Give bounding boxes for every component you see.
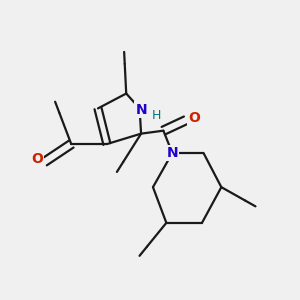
Text: N: N <box>167 146 178 160</box>
Text: H: H <box>151 109 160 122</box>
Text: O: O <box>189 111 200 125</box>
Text: N: N <box>135 103 147 117</box>
Text: O: O <box>31 152 43 166</box>
